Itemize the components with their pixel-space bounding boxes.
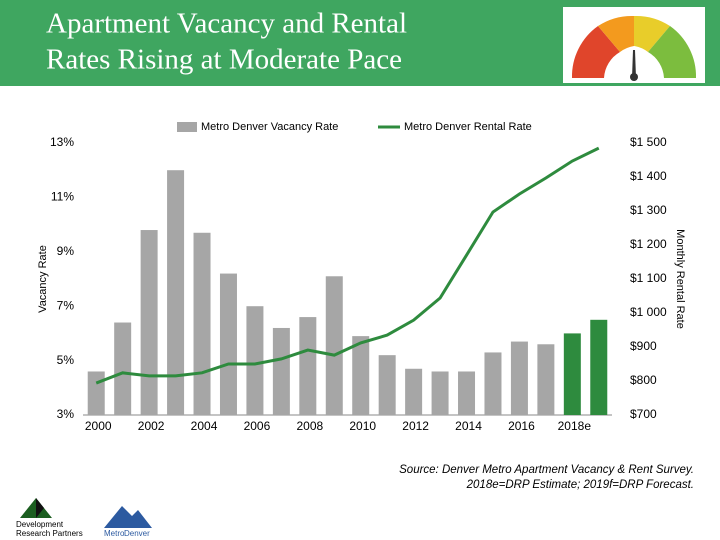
y-tick-label: 3% <box>57 407 75 421</box>
y-tick-label: 11% <box>51 190 74 204</box>
x-tick-label: 2012 <box>402 419 429 433</box>
title-line: Apartment Vacancy and Rental <box>46 8 407 40</box>
bar <box>352 336 370 415</box>
x-tick-label: 2016 <box>508 419 535 433</box>
y-tick-label: 9% <box>57 244 75 258</box>
bar <box>431 371 449 415</box>
y2-tick-label: $800 <box>630 373 657 387</box>
x-tick-label: 2008 <box>296 419 323 433</box>
bar <box>458 371 476 415</box>
y2-tick-label: $900 <box>630 339 657 353</box>
logo-text: Metro <box>104 529 125 538</box>
logo-text: Research Partners <box>16 529 83 538</box>
title-line: Rates Rising at Moderate Pace <box>46 44 402 76</box>
legend-swatch <box>177 122 197 132</box>
bar <box>299 317 317 415</box>
bar <box>272 327 290 415</box>
bar <box>378 355 396 415</box>
bar <box>246 306 264 415</box>
x-tick-label: 2000 <box>85 419 112 433</box>
source-note: Source: Denver Metro Apartment Vacancy &… <box>399 464 694 476</box>
bar <box>193 232 211 415</box>
bar <box>590 319 608 415</box>
y-tick-label: 5% <box>57 353 75 367</box>
bar <box>87 371 105 415</box>
source-note: 2018e=DRP Estimate; 2019f=DRP Forecast. <box>466 479 694 491</box>
bar <box>167 170 185 415</box>
y2-tick-label: $700 <box>630 407 657 421</box>
y2-tick-label: $1 500 <box>630 135 667 149</box>
y2-tick-label: $1 200 <box>630 237 667 251</box>
bar <box>140 230 158 415</box>
y2-axis-title: Monthly Rental Rate <box>674 229 686 329</box>
y-axis-title: Vacancy Rate <box>37 245 49 313</box>
logo-text: Denver <box>124 529 150 538</box>
x-tick-label: 2002 <box>138 419 165 433</box>
y-tick-label: 13% <box>50 135 74 149</box>
bar <box>484 352 502 415</box>
legend-label: Metro Denver Rental Rate <box>404 121 532 133</box>
x-tick-label: 2014 <box>455 419 482 433</box>
drp-logo: Development Research Partners <box>16 498 83 538</box>
line <box>95 146 600 385</box>
logo-text: Development <box>16 520 64 529</box>
gauge-icon <box>563 7 705 83</box>
y2-tick-label: $1 000 <box>630 305 667 319</box>
legend-label: Metro Denver Vacancy Rate <box>201 121 338 133</box>
bar <box>114 322 132 415</box>
bar <box>219 273 237 415</box>
metro-denver-logo: Metro Denver <box>104 506 152 538</box>
bar <box>405 368 423 415</box>
x-tick-label: 2010 <box>349 419 376 433</box>
x-tick-label: 2004 <box>191 419 218 433</box>
bar <box>325 276 343 415</box>
bar <box>510 341 528 415</box>
y2-tick-label: $1 100 <box>630 271 667 285</box>
x-tick-label: 2006 <box>244 419 271 433</box>
bar <box>563 333 581 415</box>
x-tick-label: 2018e <box>558 419 592 433</box>
y2-tick-label: $1 300 <box>630 203 667 217</box>
y-tick-label: 7% <box>57 298 75 312</box>
bar <box>537 344 555 415</box>
y2-tick-label: $1 400 <box>630 169 667 183</box>
